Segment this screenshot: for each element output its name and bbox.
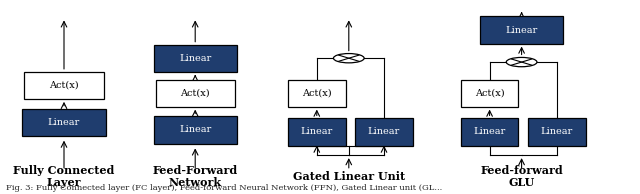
Bar [288, 80, 346, 107]
Bar [355, 118, 413, 146]
Bar [288, 118, 346, 146]
Text: Linear: Linear [48, 118, 80, 127]
Bar [528, 118, 586, 146]
Text: Linear: Linear [541, 127, 573, 136]
Bar [461, 118, 518, 146]
Text: Fig. 3: Fully Connected layer (FC layer), Feed-forward Neural Network (FFN), Gat: Fig. 3: Fully Connected layer (FC layer)… [6, 184, 443, 192]
Text: Linear: Linear [179, 54, 211, 63]
Text: Linear: Linear [301, 127, 333, 136]
Bar [480, 16, 563, 44]
Text: Linear: Linear [368, 127, 400, 136]
Text: Feed-Forward
Network: Feed-Forward Network [152, 165, 238, 188]
Text: Gated Linear Unit: Gated Linear Unit [292, 171, 405, 182]
Text: Linear: Linear [179, 126, 211, 134]
Text: Act(x): Act(x) [475, 89, 504, 98]
Bar [22, 109, 106, 136]
Text: Linear: Linear [474, 127, 506, 136]
Text: Linear: Linear [506, 26, 538, 35]
Bar [154, 45, 237, 72]
Bar [461, 80, 518, 107]
Bar [154, 116, 237, 144]
Text: Fully Connected
Layer: Fully Connected Layer [13, 165, 115, 188]
Text: Act(x): Act(x) [180, 89, 210, 98]
Text: Feed-forward
GLU: Feed-forward GLU [480, 165, 563, 188]
Text: Act(x): Act(x) [49, 81, 79, 90]
Bar [24, 72, 104, 99]
Bar [156, 80, 235, 107]
Text: Act(x): Act(x) [302, 89, 332, 98]
